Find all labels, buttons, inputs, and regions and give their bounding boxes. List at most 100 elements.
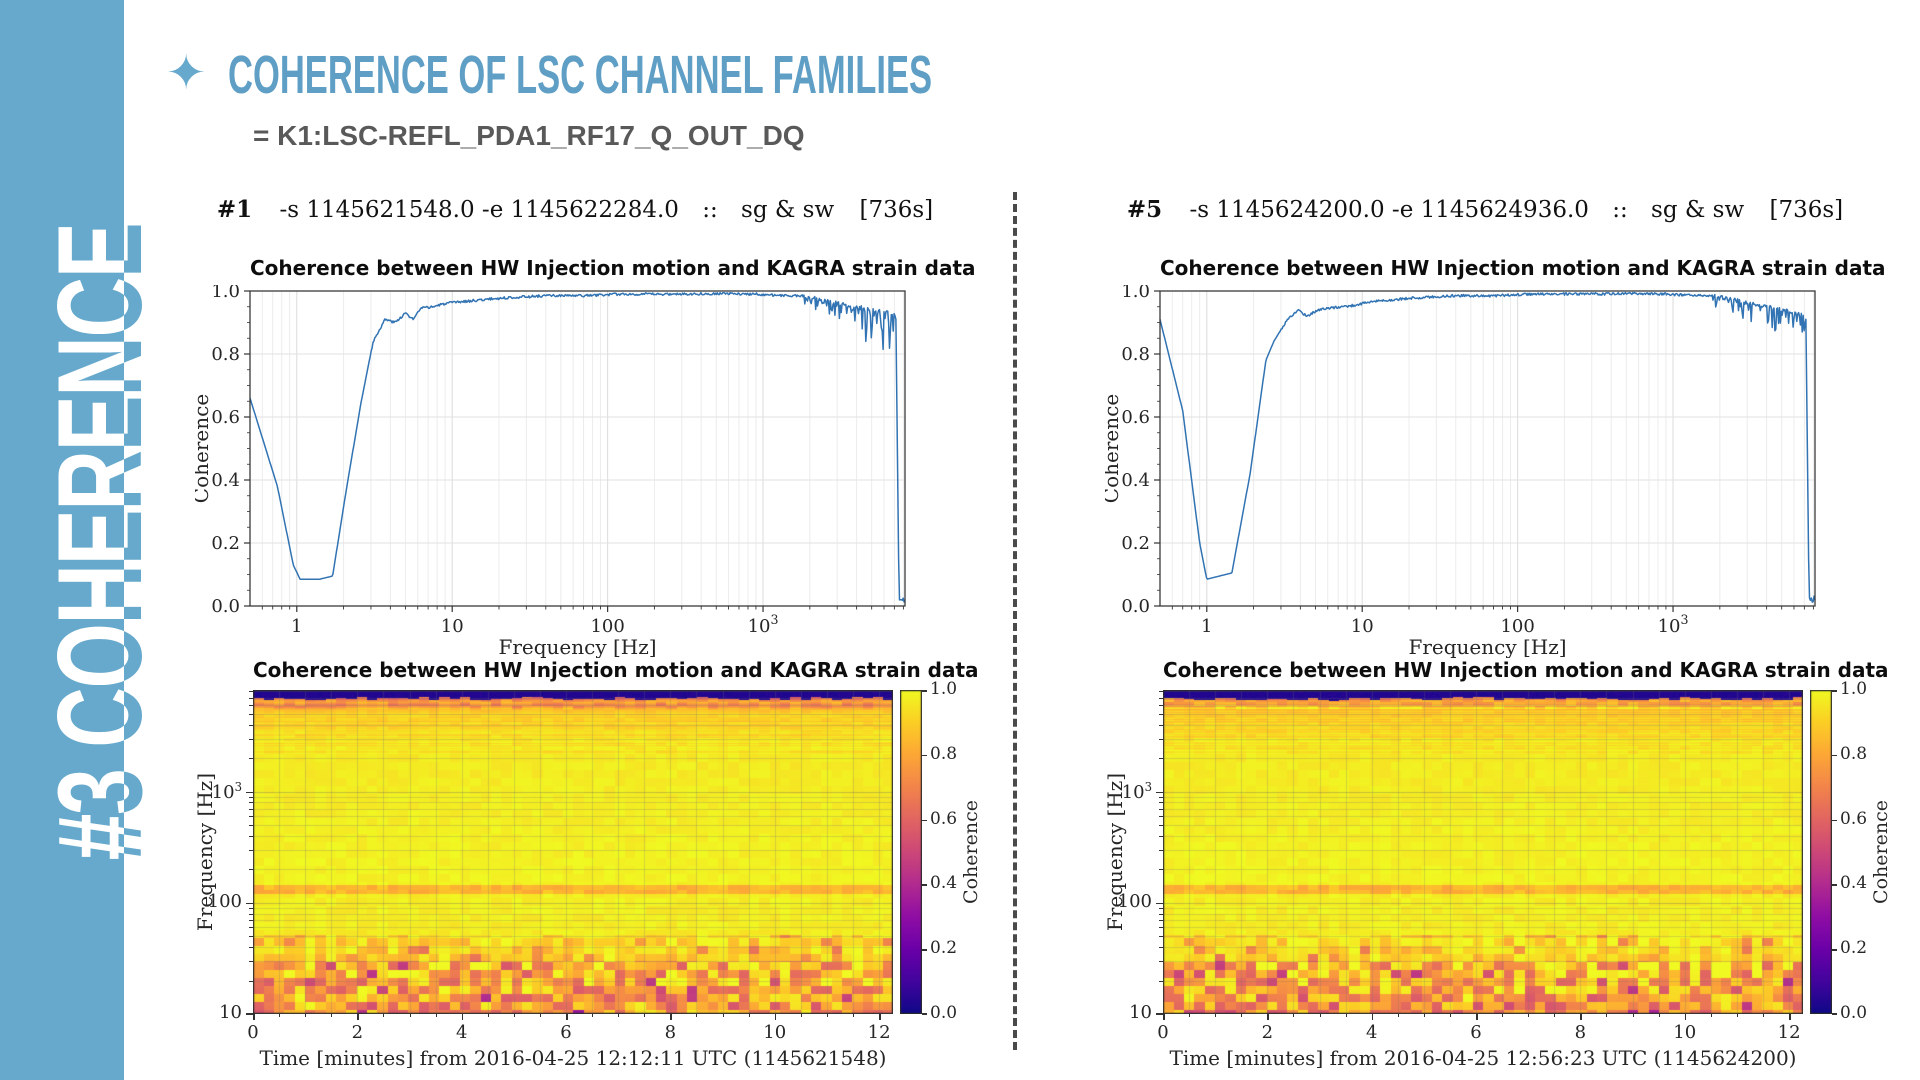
line-plot: 1 10 100 103 0.0 0.2 0.4 0.6 0.8 1.0 Frequency [Hz…	[189, 281, 913, 659]
y-minor-tick	[249, 913, 253, 915]
segment-duration: [736s]	[859, 197, 934, 223]
x-tick-label: 6	[1470, 1022, 1482, 1043]
y-minor-tick	[1159, 697, 1163, 699]
slide-title: COHERENCE OF LSC CHANNEL FAMILIES	[228, 45, 933, 105]
x-tick-label: 6	[560, 1022, 572, 1043]
colorbar-tick-mark	[922, 819, 927, 822]
y-minor-tick	[1159, 705, 1163, 707]
x-tick-label: 10	[763, 1022, 787, 1043]
x-minor-tick	[1319, 1014, 1321, 1017]
x-minor-tick	[852, 1014, 854, 1017]
y-minor-tick	[1159, 869, 1163, 871]
axis-tick-label: 0.8	[1121, 344, 1150, 365]
sidebar-band: #3 COHERENCE	[0, 0, 124, 1080]
y-minor-tick	[249, 936, 253, 938]
x-minor-tick	[487, 1014, 489, 1017]
spectrogram-ylabel: Frequency [Hz]	[193, 772, 217, 932]
colorbar-tick-label: 0.2	[930, 938, 958, 959]
y-minor-tick	[249, 907, 253, 909]
x-minor-tick	[592, 1014, 594, 1017]
y-tick-label: 100	[207, 890, 242, 912]
spectrogram-canvas	[253, 690, 893, 1014]
segment-number: #5	[1126, 196, 1163, 223]
line-chart-xlabel: Frequency [Hz]	[498, 635, 656, 658]
x-tick-mark	[566, 1014, 568, 1020]
channel-name-subtitle: = K1:LSC-REFL_PDA1_RF17_Q_OUT_DQ	[253, 120, 805, 151]
y-minor-tick	[249, 835, 253, 837]
axis-tick-label: 0.2	[1121, 533, 1150, 554]
y-minor-tick	[249, 980, 253, 982]
x-minor-tick	[331, 1014, 333, 1017]
x-tick-label: 4	[1365, 1022, 1378, 1043]
segment-number: #1	[216, 196, 253, 223]
x-tick-mark	[1476, 1014, 1478, 1020]
x-tick-mark	[1267, 1014, 1269, 1020]
spectrogram-title: Coherence between HW Injection motion an…	[253, 658, 979, 682]
colorbar-tick-mark	[922, 949, 927, 951]
y-minor-tick	[1159, 920, 1163, 922]
star-bullet-icon: ✦	[166, 47, 207, 100]
x-minor-tick	[279, 1014, 281, 1017]
y-minor-tick	[1159, 691, 1163, 693]
y-minor-tick	[1159, 960, 1163, 962]
y-minor-tick	[249, 705, 253, 707]
y-minor-tick	[249, 849, 253, 851]
x-minor-tick	[1736, 1014, 1738, 1017]
x-tick-label: 8	[1574, 1022, 1587, 1043]
y-minor-tick	[1159, 835, 1163, 837]
colorbar-tick-mark	[1832, 754, 1837, 757]
x-tick-mark	[1684, 1014, 1687, 1020]
x-tick-mark	[774, 1014, 777, 1020]
y-minor-tick	[249, 808, 253, 810]
y-minor-tick	[249, 825, 253, 827]
coherence-spectrogram-chart: 103 100 10 0 2 4 6 8 10 12 0.0 0.2 0.4 0.6 0.8 1.0	[1045, 190, 1920, 1070]
x-minor-tick	[1449, 1014, 1451, 1017]
y-minor-tick	[249, 927, 253, 929]
axis-tick-label: 100	[1500, 616, 1534, 637]
line-chart-xlabel: Frequency [Hz]	[1408, 635, 1566, 658]
x-minor-tick	[1554, 1014, 1556, 1017]
colorbar-tick-mark	[1832, 884, 1837, 886]
colorbar-tick-label: 0.0	[1840, 1003, 1868, 1023]
x-tick-mark	[879, 1014, 881, 1020]
x-minor-tick	[1632, 1014, 1634, 1017]
segment-gps-range: -s 1145624200.0 -e 1145624936.0	[1189, 197, 1589, 223]
y-minor-tick	[1159, 936, 1163, 938]
y-tick-label: 103	[211, 779, 242, 803]
x-minor-tick	[1762, 1014, 1764, 1017]
x-minor-tick	[1345, 1014, 1347, 1017]
x-minor-tick	[1189, 1014, 1191, 1017]
x-minor-tick	[1215, 1014, 1217, 1017]
line-chart-title: Coherence between HW Injection motion an…	[250, 256, 976, 280]
colorbar-tick-label: 0.2	[1840, 938, 1868, 959]
axis-tick-label: 1.0	[1121, 285, 1150, 302]
axis-tick-label: 0.6	[211, 407, 240, 428]
spectrogram-xlabel: Time [minutes] from 2016-04-25 12:12:11 …	[259, 1046, 887, 1070]
y-minor-tick	[249, 796, 253, 798]
spectrogram-title: Coherence between HW Injection motion an…	[1163, 658, 1889, 682]
axis-tick-label: 1	[291, 616, 302, 637]
x-minor-tick	[800, 1014, 802, 1017]
x-minor-tick	[1502, 1014, 1504, 1017]
colorbar-tick-label: 1.0	[930, 679, 958, 699]
y-minor-tick	[1159, 927, 1163, 929]
y-minor-tick	[249, 947, 253, 949]
axis-tick-label: 1.0	[211, 285, 240, 302]
x-minor-tick	[1710, 1014, 1712, 1017]
segment-separator: ::	[702, 197, 718, 223]
y-minor-tick	[249, 713, 253, 715]
x-tick-mark	[1371, 1014, 1374, 1020]
spectrogram-ylabel: Frequency [Hz]	[1103, 772, 1127, 932]
colorbar-tick-label: 0.4	[930, 873, 958, 894]
colorbar-tick-label: 0.8	[930, 743, 958, 764]
segment-header: #5 -s 1145624200.0 -e 1145624936.0 :: sg…	[1045, 196, 1920, 223]
y-minor-tick	[249, 758, 253, 760]
y-minor-tick	[1159, 724, 1163, 726]
x-tick-label: 2	[351, 1022, 364, 1043]
spectrogram-xlabel: Time [minutes] from 2016-04-25 12:56:23 …	[1169, 1046, 1797, 1070]
colorbar-tick-mark	[922, 1013, 927, 1015]
axis-tick-label: 0.4	[1121, 470, 1150, 491]
x-tick-mark	[1580, 1014, 1582, 1020]
y-minor-tick	[249, 691, 253, 693]
colorbar-tick-mark	[1832, 949, 1837, 951]
